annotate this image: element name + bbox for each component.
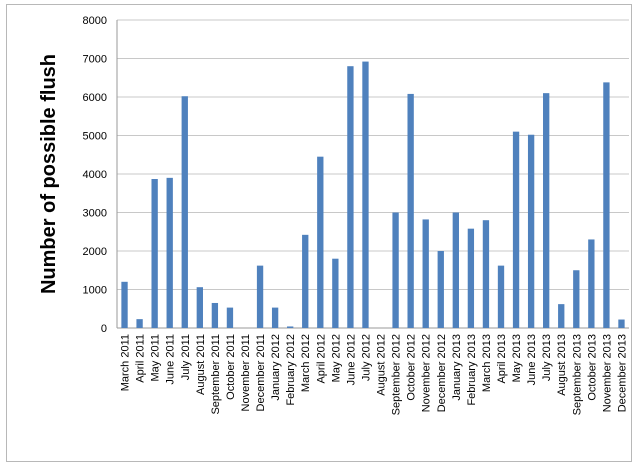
bar (151, 179, 158, 328)
x-tick-label: September 2012 (391, 334, 403, 415)
y-axis-label: Number of possible flush (38, 54, 60, 294)
x-tick-label: February 2012 (285, 334, 297, 406)
gridlines (116, 19, 629, 329)
y-tick-label: 1000 (83, 285, 107, 297)
bar (497, 265, 505, 328)
x-tick-label: April 2013 (496, 334, 508, 384)
x-tick-label: May 2013 (511, 334, 523, 382)
bar (407, 93, 414, 328)
bar-chart: 0 1000 2000 3000 4000 5000 6000 7000 8000 March … (38, 15, 629, 415)
x-tick-label: June 2011 (165, 334, 177, 385)
y-tick-label: 0 (101, 323, 107, 335)
bar (302, 234, 309, 328)
x-tick-label: September 2011 (210, 334, 222, 415)
x-tick-label: December 2012 (436, 334, 448, 412)
bar (392, 212, 399, 328)
bar (121, 281, 128, 328)
chart-frame: 0 1000 2000 3000 4000 5000 6000 7000 8000 March … (6, 4, 632, 462)
y-tick-label: 6000 (83, 92, 107, 104)
x-tick-label: December 2013 (616, 334, 628, 412)
x-tick-label: November 2013 (601, 334, 613, 412)
bar (362, 61, 369, 329)
x-tick-label: February 2013 (466, 334, 478, 406)
x-tick-label: June 2013 (526, 334, 538, 385)
y-tick-label: 7000 (83, 54, 107, 66)
x-tick-label: August 2011 (195, 334, 207, 395)
y-tick-label: 2000 (83, 246, 107, 258)
bar (573, 270, 580, 328)
x-tick-label: July 2011 (180, 334, 192, 380)
bar (287, 326, 294, 328)
bar (196, 287, 203, 328)
y-tick-label: 3000 (83, 208, 107, 220)
bar (136, 319, 143, 328)
x-tick-label: September 2013 (571, 334, 583, 415)
y-axis-ticks: 0 1000 2000 3000 4000 5000 6000 7000 8000 (83, 15, 107, 335)
bar (482, 220, 490, 328)
bar (166, 177, 173, 328)
x-tick-label: December 2011 (255, 334, 267, 411)
bar (437, 251, 444, 328)
bar (452, 212, 459, 328)
x-tick-label: January 2012 (270, 334, 282, 401)
bars (121, 61, 625, 329)
x-tick-label: May 2012 (330, 334, 342, 382)
bar (347, 66, 354, 328)
x-tick-label: June 2012 (345, 334, 357, 385)
bar (603, 82, 610, 329)
bar (527, 134, 535, 328)
bar (467, 228, 475, 328)
y-tick-label: 4000 (83, 169, 107, 181)
x-tick-label: March 2011 (120, 334, 132, 391)
x-axis-ticks: March 2011 April 2011 May 2011 June 2011 Jul… (120, 334, 629, 415)
x-tick-label: October 2011 (225, 334, 237, 400)
x-tick-label: July 2012 (360, 334, 372, 381)
bar (256, 265, 264, 328)
x-tick-label: March 2012 (300, 334, 312, 392)
bar (211, 302, 219, 328)
x-tick-label: April 2011 (135, 334, 147, 383)
x-tick-label: August 2012 (376, 334, 388, 396)
bar (618, 319, 625, 328)
bar (543, 93, 550, 329)
y-tick-label: 8000 (83, 15, 107, 27)
x-tick-label: April 2012 (315, 334, 327, 384)
bar (181, 96, 188, 328)
y-tick-label: 5000 (83, 131, 107, 143)
x-tick-label: October 2012 (406, 334, 418, 401)
x-tick-label: August 2013 (556, 334, 568, 396)
x-tick-label: May 2011 (150, 334, 162, 382)
bar (332, 258, 339, 328)
bar (588, 239, 595, 328)
x-tick-label: July 2013 (541, 334, 553, 381)
bar (558, 304, 565, 328)
bar (422, 219, 429, 328)
bar (271, 307, 279, 328)
bar (512, 131, 520, 328)
bar (317, 156, 324, 328)
x-tick-label: March 2013 (481, 334, 493, 392)
x-tick-label: January 2013 (451, 334, 463, 401)
x-tick-label: November 2012 (421, 334, 433, 412)
x-tick-label: October 2013 (586, 334, 598, 401)
bar (226, 307, 234, 328)
x-tick-label: November 2011 (240, 334, 252, 411)
